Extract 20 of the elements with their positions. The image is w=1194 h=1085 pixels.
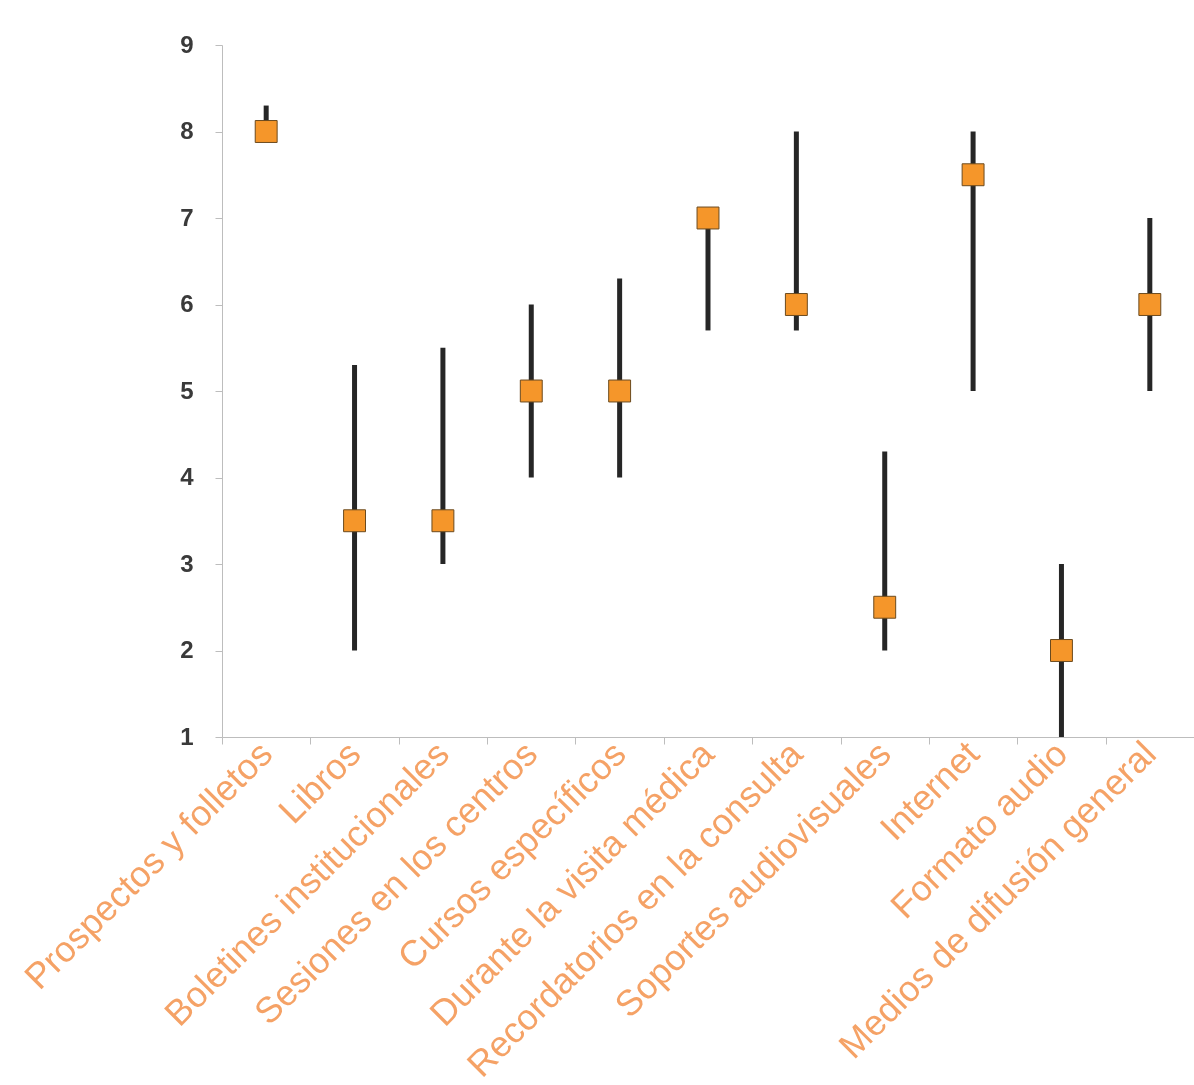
y-tick-label: 6 xyxy=(180,290,194,317)
point xyxy=(961,163,985,187)
y-tick-label: 1 xyxy=(180,722,194,750)
point xyxy=(784,293,808,316)
y-tick-label: 7 xyxy=(180,203,194,231)
y-tick-label: 2 xyxy=(180,636,194,663)
y-tick-label: 3 xyxy=(180,549,194,577)
point xyxy=(873,595,897,619)
point xyxy=(343,509,366,533)
y-tick-label: 5 xyxy=(180,376,194,404)
y-tick-label: 9 xyxy=(180,30,194,58)
y-tick-label: 4 xyxy=(180,463,195,490)
point xyxy=(608,379,632,403)
point xyxy=(1050,639,1073,662)
point xyxy=(431,509,455,533)
point xyxy=(1138,293,1162,316)
point xyxy=(519,379,543,403)
point xyxy=(696,206,720,230)
y-tick-label: 8 xyxy=(180,117,194,144)
point xyxy=(254,120,278,143)
